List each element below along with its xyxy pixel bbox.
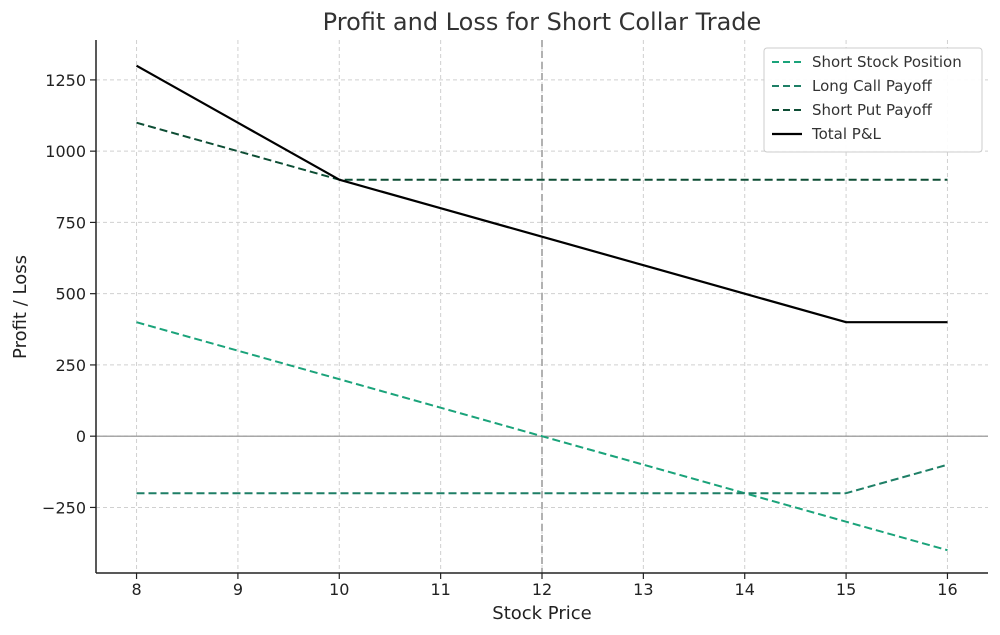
y-axis-label: Profit / Loss — [10, 255, 31, 359]
y-tick-label: 0 — [76, 427, 86, 446]
y-tick-label: −250 — [42, 498, 86, 517]
legend: Short Stock Position Long Call Payoff Shor… — [763, 47, 983, 153]
series-layer — [135, 64, 948, 552]
series-line-long-call-payoff — [136, 463, 948, 495]
x-tick-label: 8 — [131, 580, 141, 599]
legend-label: Short Stock Position — [812, 53, 962, 71]
y-tick-label: 1000 — [45, 142, 86, 161]
y-tick-label: 1250 — [45, 71, 86, 90]
chart-title: Profit and Loss for Short Collar Trade — [323, 8, 762, 36]
x-tick-label: 9 — [233, 580, 243, 599]
y-tick-label: 250 — [55, 356, 86, 375]
x-tick-label: 15 — [836, 580, 856, 599]
series-line-total-p-l — [135, 64, 948, 324]
y-tick-label: 750 — [55, 213, 86, 232]
legend-box — [763, 47, 983, 153]
legend-label: Total P&L — [811, 125, 882, 143]
legend-label: Long Call Payoff — [812, 77, 932, 95]
x-tick-label: 13 — [633, 580, 653, 599]
x-tick-label: 16 — [937, 580, 957, 599]
legend-label: Short Put Payoff — [812, 101, 933, 119]
y-tick-label: 500 — [55, 285, 86, 304]
axes-layer — [90, 40, 988, 579]
x-tick-label: 12 — [532, 580, 552, 599]
x-axis-label: Stock Price — [492, 603, 591, 624]
x-tick-label: 11 — [430, 580, 450, 599]
x-tick-label: 10 — [329, 580, 349, 599]
series-line-short-stock-position — [136, 321, 948, 552]
tick-labels: 8 9 10 11 12 13 14 15 16 −250 0 250 500 750 1000 1250 — [42, 71, 958, 599]
series-line-short-put-payoff — [136, 121, 948, 181]
x-tick-label: 14 — [735, 580, 755, 599]
